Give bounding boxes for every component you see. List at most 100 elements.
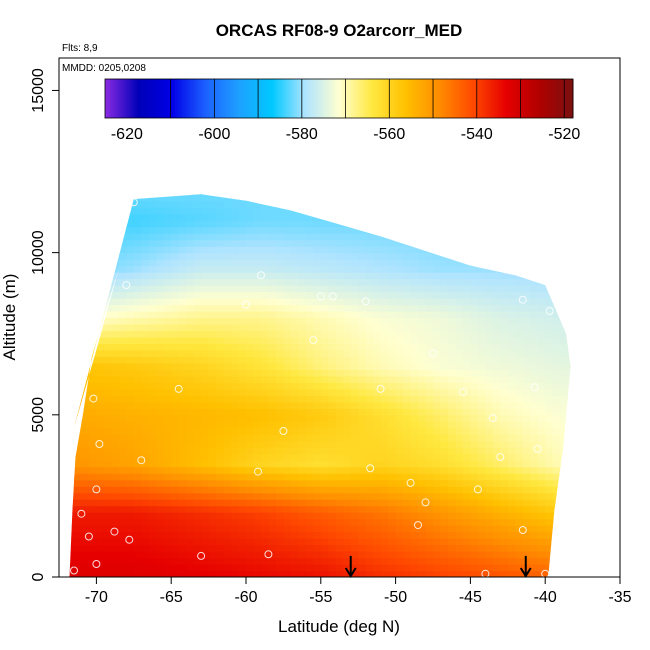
heatmap-cell (253, 453, 262, 461)
heatmap-cell (365, 505, 374, 513)
heatmap-cell (507, 479, 516, 487)
heatmap-cell (283, 434, 292, 442)
heatmap-cell (283, 492, 292, 500)
heatmap-cell (171, 388, 180, 396)
heatmap-cell (388, 349, 397, 358)
heatmap-cell (425, 343, 434, 351)
heatmap-cell (433, 311, 442, 319)
colorbar-segment (537, 79, 540, 118)
heatmap-cell (201, 362, 210, 370)
heatmap-cell (253, 226, 262, 234)
heatmap-cell (148, 388, 157, 396)
heatmap-cell (148, 194, 157, 202)
heatmap-cell (260, 460, 270, 468)
heatmap-cell (462, 421, 471, 429)
heatmap-cell (178, 213, 187, 221)
heatmap-cell (283, 427, 292, 435)
heatmap-cell (126, 551, 135, 559)
heatmap-cell (500, 421, 509, 429)
heatmap-cell (298, 194, 307, 195)
heatmap-cell (268, 414, 277, 422)
heatmap-cell (141, 259, 150, 267)
heatmap-cell (462, 194, 471, 195)
heatmap-cell (96, 518, 105, 526)
heatmap-cell (283, 557, 292, 565)
heatmap-cell (156, 427, 165, 435)
heatmap-cell (238, 427, 247, 435)
heatmap-cell (373, 265, 382, 273)
heatmap-cell (290, 323, 299, 332)
heatmap-cell (403, 544, 412, 552)
heatmap-cell (395, 544, 404, 552)
heatmap-cell (141, 330, 150, 338)
heatmap-cell (522, 311, 531, 319)
heatmap-cell (275, 499, 284, 507)
heatmap-cell (290, 239, 299, 247)
heatmap-cell (485, 343, 494, 351)
heatmap-cell (103, 233, 112, 241)
heatmap-cell (455, 460, 464, 468)
heatmap-cell (73, 336, 83, 345)
heatmap-cell (455, 362, 464, 370)
heatmap-cell (358, 336, 367, 345)
heatmap-cell (156, 252, 165, 260)
heatmap-cell (148, 336, 157, 345)
heatmap-cell (81, 246, 90, 254)
heatmap-cell (365, 382, 374, 390)
heatmap-cell (148, 453, 157, 461)
heatmap-cell (231, 440, 240, 448)
heatmap-cell (365, 466, 374, 474)
heatmap-cell (156, 349, 165, 358)
colorbar-segment (305, 79, 308, 118)
heatmap-cell (231, 194, 240, 195)
heatmap-cell (395, 330, 404, 338)
heatmap-cell (395, 356, 404, 364)
heatmap-cell (418, 447, 427, 455)
heatmap-cell (208, 499, 217, 507)
heatmap-cell (290, 564, 299, 572)
heatmap-cell (103, 291, 112, 299)
heatmap-cell (358, 259, 367, 267)
heatmap-cell (238, 246, 247, 254)
heatmap-cell (320, 460, 329, 468)
heatmap-cell (552, 564, 561, 572)
heatmap-cell (552, 200, 561, 208)
heatmap-cell (283, 343, 292, 351)
heatmap-cell (103, 375, 112, 383)
heatmap-cell (96, 382, 105, 390)
heatmap-cell (492, 265, 501, 273)
heatmap-cell (201, 479, 210, 487)
colorbar-segment (293, 79, 296, 118)
heatmap-cell (246, 233, 255, 241)
heatmap-cell (545, 375, 554, 383)
heatmap-cell (343, 323, 352, 332)
heatmap-cell (328, 233, 337, 241)
heatmap-cell (373, 447, 382, 455)
heatmap-cell (522, 447, 531, 455)
heatmap-cell (365, 317, 374, 325)
heatmap-cell (186, 304, 195, 312)
heatmap-cell (433, 525, 442, 533)
flight-point (264, 550, 273, 559)
heatmap-cell (126, 265, 135, 273)
heatmap-cell (103, 466, 112, 474)
heatmap-cell (560, 226, 569, 234)
heatmap-cell (186, 194, 195, 195)
heatmap-cell (455, 304, 464, 312)
heatmap-cell (275, 200, 284, 208)
heatmap-cell (328, 382, 337, 390)
heatmap-cell (403, 252, 412, 260)
heatmap-cell (96, 336, 105, 345)
heatmap-cell (88, 570, 97, 577)
heatmap-cell (433, 343, 442, 351)
heatmap-cell (141, 233, 150, 241)
heatmap-cell (455, 544, 464, 552)
heatmap-cell (103, 323, 112, 332)
heatmap-cell (350, 505, 359, 513)
heatmap-cell (163, 252, 172, 260)
heatmap-cell (343, 473, 352, 481)
heatmap-cell (388, 259, 397, 267)
heatmap-cell (507, 492, 516, 500)
heatmap-cell (253, 408, 262, 416)
heatmap-cell (298, 226, 307, 234)
